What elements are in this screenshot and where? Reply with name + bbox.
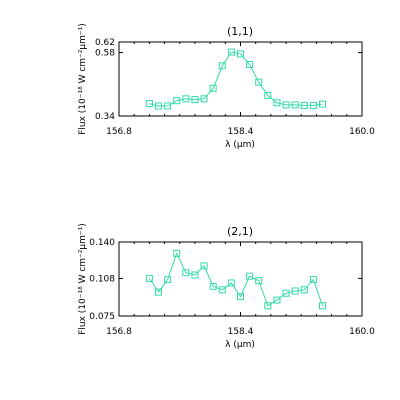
panel-1-title: (1,1)	[227, 25, 253, 38]
panel-2-title: (2,1)	[227, 225, 253, 238]
panel-2-data-point	[309, 276, 317, 284]
panel-1-data-point	[164, 102, 172, 110]
panel-1-y-tick-label: 0.34	[95, 112, 115, 122]
panel-2-data-point	[273, 296, 281, 304]
panel-1: (1,1) 156.8 158.4 160.0 0.34 0.580.62 λ (μm)…	[78, 23, 375, 150]
panel-2: (2,1) 156.8 158.4 160.0 0.075 0.108 0.140 λ (…	[78, 223, 375, 350]
panel-1-data-point	[273, 99, 281, 107]
panel-2-data-point	[237, 293, 244, 301]
panel-1-data-point	[282, 101, 290, 109]
panel-1-data-point	[227, 48, 235, 56]
panel-1-y-tick-label: 0.62	[95, 38, 115, 48]
panel-1-y-axis-title: Flux (10⁻¹⁸ W cm⁻²μm⁻¹)	[78, 23, 88, 135]
panel-1-data-point	[309, 101, 317, 109]
panel-1-x-tick-label: 160.0	[349, 127, 375, 137]
panel-1-data-point	[209, 84, 217, 92]
panel-1-data-point	[246, 60, 254, 68]
panel-1-data-point	[200, 95, 208, 103]
panel-1-tick-labels: 156.8 158.4 160.0 0.34 0.580.62	[95, 38, 375, 137]
panel-1-x-axis-title: λ (μm)	[225, 140, 255, 150]
panel-2-data-point	[164, 276, 172, 284]
panel-2-x-axis-title: λ (μm)	[225, 340, 255, 350]
panel-1-data-point	[191, 96, 199, 104]
panel-1-y-tick-label: 0.58	[95, 49, 115, 59]
panel-1-data-point	[300, 101, 308, 109]
panel-1-x-tick-label: 158.4	[228, 127, 254, 137]
panel-1-data-point	[237, 50, 244, 58]
panel-2-data-point	[255, 277, 263, 285]
panel-2-x-tick-label: 160.0	[349, 327, 375, 337]
panel-2-axis-ticks	[118, 241, 363, 317]
panel-2-tick-labels: 156.8 158.4 160.0 0.075 0.108 0.140	[89, 238, 375, 337]
panel-2-data-point	[291, 287, 299, 295]
panel-1-axis-ticks	[118, 41, 363, 117]
panel-1-data-point	[154, 102, 162, 110]
panel-1-x-tick-label: 156.8	[106, 127, 132, 137]
panel-2-data-point	[264, 302, 272, 310]
panel-2-data-point	[145, 274, 153, 282]
panel-1-data-point	[173, 97, 181, 105]
panel-1-series-line	[149, 51, 323, 107]
panel-2-data-point	[319, 302, 327, 310]
panel-1-data-point	[218, 62, 226, 70]
panel-2-x-tick-label: 156.8	[106, 327, 132, 337]
panel-2-data-point	[173, 249, 181, 257]
panel-2-y-tick-label: 0.075	[89, 312, 115, 322]
panel-2-data-point	[200, 262, 208, 270]
panel-2-data-point	[218, 286, 226, 294]
panel-1-series	[145, 48, 327, 110]
panel-2-data-point	[300, 286, 308, 294]
panel-1-data-point	[319, 100, 327, 108]
panel-2-y-axis-title: Flux (10⁻¹⁸ W cm⁻²μm⁻¹)	[78, 223, 88, 335]
panel-1-data-point	[182, 95, 190, 103]
panel-2-data-point	[209, 282, 217, 290]
panel-2-data-point	[191, 271, 199, 279]
panel-1-data-point	[264, 91, 272, 99]
panel-1-data-point	[145, 100, 153, 108]
panel-2-series	[145, 249, 327, 310]
panel-2-x-tick-label: 158.4	[228, 327, 254, 337]
panel-1-data-point	[255, 78, 263, 86]
panel-2-y-tick-label: 0.140	[89, 238, 115, 248]
panel-2-data-point	[182, 269, 190, 277]
panel-2-data-point	[282, 289, 290, 297]
panel-2-data-point	[154, 288, 162, 296]
panel-2-data-point	[227, 279, 235, 287]
panel-2-data-point	[246, 272, 254, 280]
panel-2-y-tick-label: 0.108	[89, 274, 115, 284]
panel-1-data-point	[291, 101, 299, 109]
